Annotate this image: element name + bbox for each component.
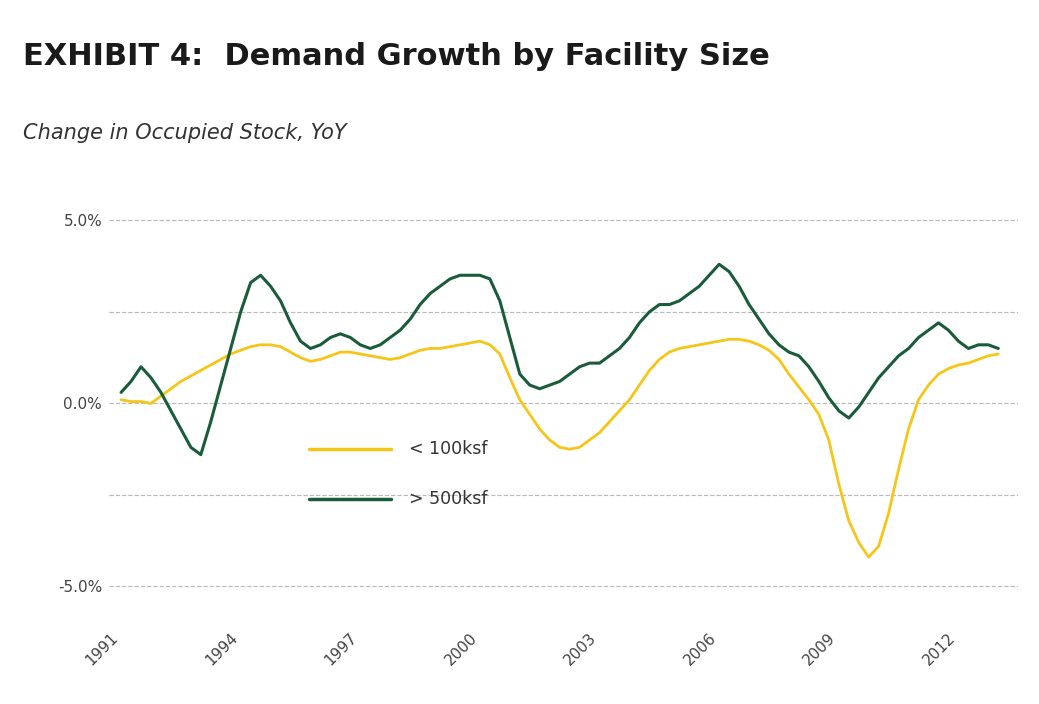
Text: EXHIBIT 4:  Demand Growth by Facility Size: EXHIBIT 4: Demand Growth by Facility Siz… xyxy=(23,42,770,70)
Text: < 100ksf: < 100ksf xyxy=(409,440,487,458)
Text: Change in Occupied Stock, YoY: Change in Occupied Stock, YoY xyxy=(23,123,346,143)
Text: > 500ksf: > 500ksf xyxy=(409,491,487,508)
